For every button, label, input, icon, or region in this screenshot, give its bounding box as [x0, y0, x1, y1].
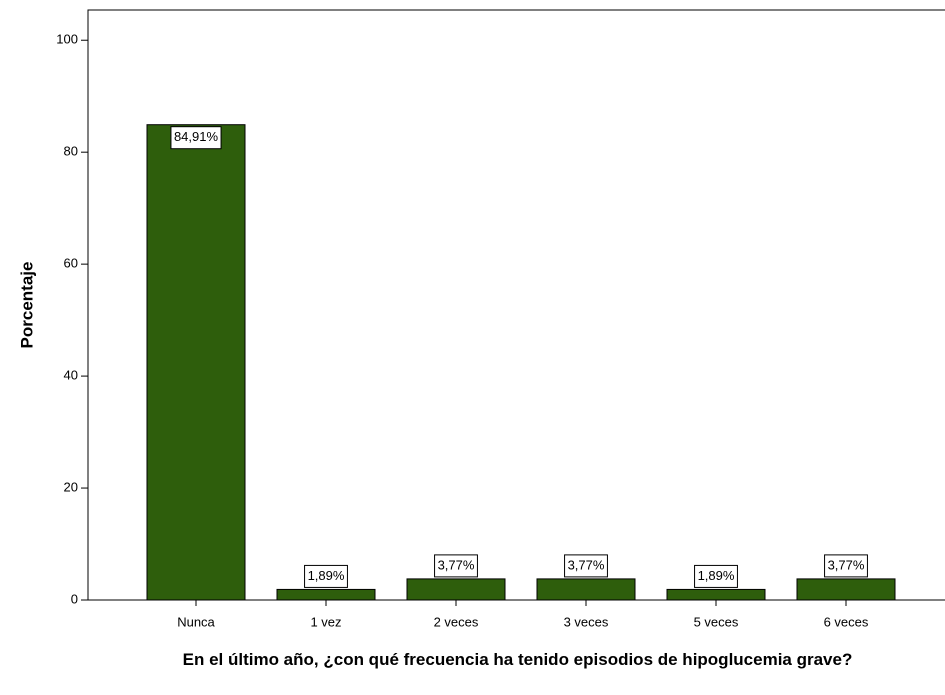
value-label-box: [170, 126, 222, 150]
y-tick-label: 100: [56, 32, 78, 47]
x-tick-label: 2 veces: [434, 614, 479, 629]
value-label: 3,77%: [438, 557, 475, 572]
y-axis-label: Porcentaje: [17, 262, 36, 349]
value-label-box: [304, 564, 348, 588]
bar: [146, 124, 246, 601]
value-label: 3,77%: [568, 557, 605, 572]
y-tick-label: 80: [64, 144, 78, 159]
plot-area: [87, 9, 945, 601]
value-label: 1,89%: [308, 568, 345, 583]
bar: [536, 578, 636, 601]
bar: [406, 578, 506, 601]
y-tick-label: 60: [64, 256, 78, 271]
value-label: 84,91%: [174, 129, 219, 144]
x-tick-label: 6 veces: [824, 614, 869, 629]
value-label-box: [694, 564, 738, 588]
value-label-box: [824, 554, 868, 578]
value-label: 3,77%: [828, 557, 865, 572]
y-tick-label: 0: [71, 591, 78, 606]
bar: [666, 588, 766, 601]
x-tick-label: Nunca: [177, 614, 215, 629]
x-tick-label: 3 veces: [564, 614, 609, 629]
x-tick-label: 5 veces: [694, 614, 739, 629]
value-label-box: [434, 554, 478, 578]
bar: [796, 578, 896, 601]
value-label: 1,89%: [698, 568, 735, 583]
x-axis-label: En el último año, ¿con qué frecuencia ha…: [182, 650, 853, 669]
y-tick-label: 40: [64, 368, 78, 383]
y-tick-label: 20: [64, 479, 78, 494]
x-tick-label: 1 vez: [310, 614, 341, 629]
bar: [276, 588, 376, 601]
value-label-box: [564, 554, 608, 578]
